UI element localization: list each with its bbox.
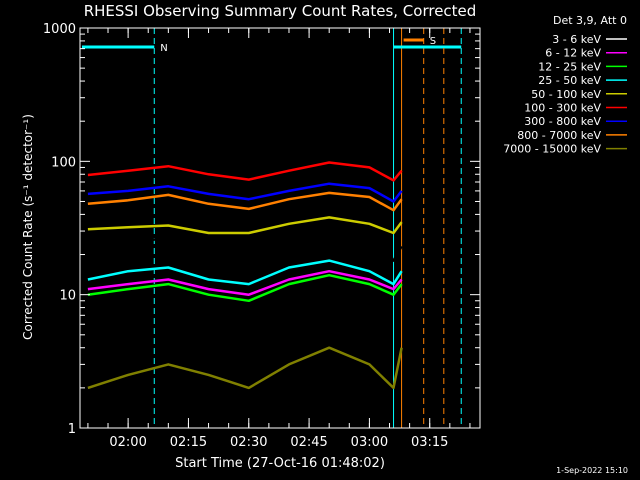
- series-line: [87, 269, 403, 296]
- x-tick-label: 02:30: [230, 435, 267, 450]
- legend-header: Det 3,9, Att 0: [553, 14, 627, 27]
- y-tick-label: 10: [59, 289, 76, 304]
- legend-label: 50 - 100 keV: [531, 88, 601, 101]
- x-tick-label: 02:00: [109, 435, 146, 450]
- series-line: [87, 346, 403, 390]
- series-line: [87, 273, 403, 303]
- annotation-label: N: [160, 43, 167, 54]
- series-line: [87, 161, 403, 182]
- x-tick-label: 03:15: [411, 435, 448, 450]
- chart-title: RHESSI Observing Summary Count Rates, Co…: [84, 2, 477, 20]
- series-line: [87, 191, 403, 212]
- series-line: [87, 259, 403, 286]
- legend-label: 800 - 7000 keV: [517, 129, 601, 142]
- axis-layer: 1 10 100 1000 02:00 02:15 02:30 02:45 03:00 03:15: [43, 22, 481, 450]
- y-tick-label: 1: [68, 422, 76, 437]
- x-tick-label: 02:15: [170, 435, 207, 450]
- series-line: [87, 182, 403, 203]
- legend-label: 7000 - 15000 keV: [503, 143, 601, 156]
- legend-label: 12 - 25 keV: [538, 60, 601, 73]
- annotation-label: S: [430, 36, 436, 47]
- plot-layer: NS: [79, 28, 462, 428]
- series-line: [87, 216, 403, 235]
- legend-label: 100 - 300 keV: [524, 102, 601, 115]
- series-line: [87, 235, 403, 262]
- plot-frame: [79, 27, 481, 429]
- y-tick-label: 1000: [43, 22, 76, 37]
- footer-date: 1-Sep-2022 15:10: [556, 466, 628, 475]
- y-axis-label: Corrected Count Rate (s⁻¹ detector⁻¹): [21, 114, 35, 340]
- legend-label: 3 - 6 keV: [552, 33, 601, 46]
- legend-label: 25 - 50 keV: [538, 74, 601, 87]
- x-axis-label: Start Time (27-Oct-16 01:48:02): [175, 456, 385, 471]
- x-tick-label: 03:00: [351, 435, 388, 450]
- y-tick-label: 100: [51, 155, 76, 170]
- legend-label: 300 - 800 keV: [524, 115, 601, 128]
- x-tick-label: 02:45: [290, 435, 327, 450]
- legend-label: 6 - 12 keV: [545, 47, 601, 60]
